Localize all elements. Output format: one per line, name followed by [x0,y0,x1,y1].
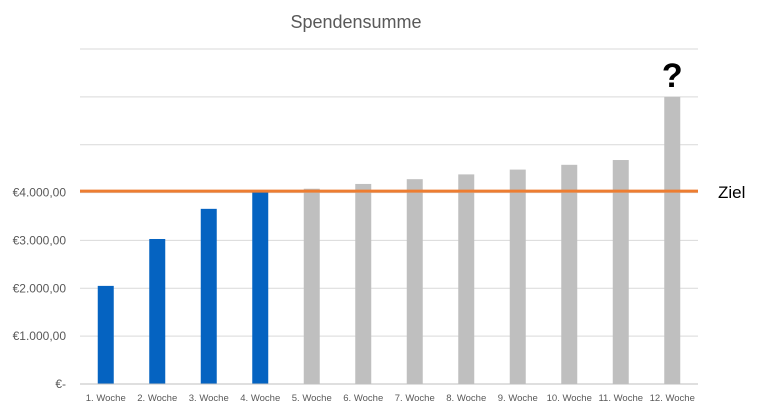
bar [561,164,578,384]
x-tick-label: 7. Woche [395,393,435,404]
x-tick-label: 9. Woche [498,393,538,404]
bar [200,208,217,384]
x-tick-label: 2. Woche [137,393,177,404]
y-tick-label: €- [55,377,66,391]
y-tick-label: €4.000,00 [13,186,67,200]
x-tick-label: 4. Woche [240,393,280,404]
bar [355,183,372,384]
chart-title: Spendensumme [290,12,421,32]
goal-label: Ziel [718,183,745,202]
y-axis-tick-labels: €- €1.000,00 €2.000,00 €3.000,00 €4.000,00 [13,186,67,391]
bar [664,96,681,384]
bar [509,169,526,384]
bar [252,191,269,384]
x-tick-label: 6. Woche [343,393,383,404]
question-mark-annotation: ? [662,57,683,95]
x-tick-label: 10. Woche [547,393,592,404]
bars [97,96,681,384]
x-tick-label: 3. Woche [189,393,229,404]
bar [97,285,114,384]
x-axis-tick-labels: 1. Woche 2. Woche 3. Woche 4. Woche 5. Woche… [86,393,695,404]
x-tick-label: 5. Woche [292,393,332,404]
bar [458,174,475,384]
bar [406,179,423,384]
bar [303,188,320,384]
bar [149,238,166,384]
bar [612,160,629,384]
x-tick-label: 12. Woche [650,393,695,404]
x-tick-label: 8. Woche [446,393,486,404]
y-tick-label: €1.000,00 [13,329,67,343]
y-tick-label: €2.000,00 [13,281,67,295]
y-tick-label: €3.000,00 [13,233,67,247]
x-tick-label: 1. Woche [86,393,126,404]
x-tick-label: 11. Woche [598,393,643,404]
